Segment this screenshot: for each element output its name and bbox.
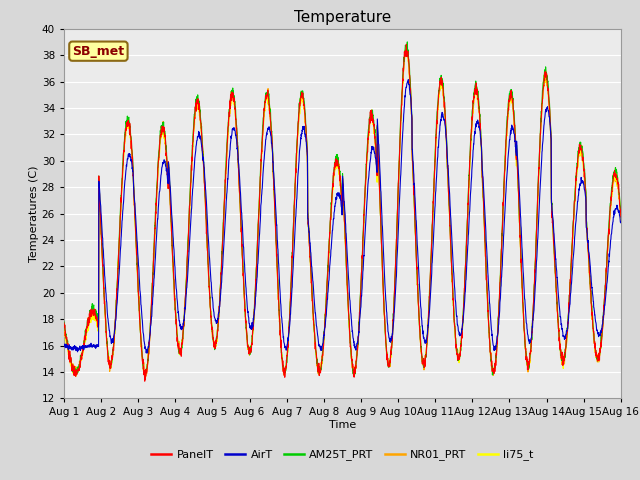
Legend: PanelT, AirT, AM25T_PRT, NR01_PRT, li75_t: PanelT, AirT, AM25T_PRT, NR01_PRT, li75_… bbox=[147, 445, 538, 465]
Y-axis label: Temperatures (C): Temperatures (C) bbox=[29, 165, 39, 262]
Text: SB_met: SB_met bbox=[72, 45, 124, 58]
X-axis label: Time: Time bbox=[329, 420, 356, 430]
Title: Temperature: Temperature bbox=[294, 10, 391, 25]
